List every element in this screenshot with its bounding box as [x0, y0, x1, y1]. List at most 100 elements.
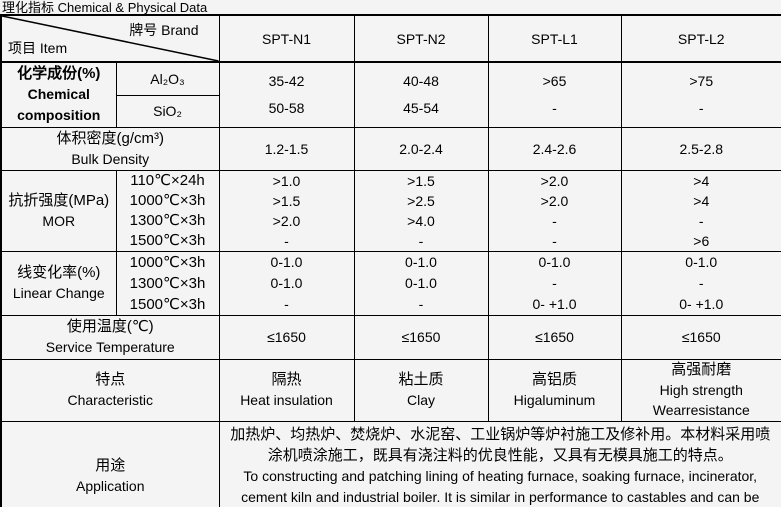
- linear-values-spt-n1: 0-1.0 0-1.0 -: [218, 250, 355, 316]
- mor-l1-1000: >2.0: [540, 192, 569, 209]
- bulk-density-spt-n1: 1.2-1.5: [218, 126, 355, 171]
- lin-l2-1000: 0-1.0: [685, 253, 718, 270]
- mor-label-en: MOR: [42, 212, 76, 229]
- al2o3-spt-n2: 40-48: [403, 72, 439, 89]
- application-text-cell: 加热炉、均热炉、焚烧炉、水泥窑、工业锅炉等炉衬施工及修补用。本材料采用喷涂机喷涂…: [218, 420, 781, 507]
- item-header-label: 项目 Item: [8, 40, 68, 56]
- sio2-spt-n2: 45-54: [403, 99, 439, 116]
- linear-change-label: 线变化率(%) Linear Change: [0, 250, 117, 316]
- subrow-sio2: SiO₂: [115, 94, 220, 128]
- mor-n1-110: >1.0: [272, 172, 301, 189]
- mor-row: 抗折强度(MPa) MOR 110℃×24h 1000℃×3h 1300℃×3h…: [0, 169, 781, 252]
- chemical-label-en-2: composition: [17, 107, 101, 124]
- lin-l2-1300: -: [698, 274, 704, 291]
- mor-l2-1500: >6: [693, 232, 710, 249]
- bulk-density-label-en: Bulk Density: [71, 150, 150, 167]
- service-temp-label-en: Service Temperature: [45, 339, 175, 355]
- characteristic-spt-n2: 粘土质 Clay: [353, 358, 489, 422]
- mor-label-zh: 抗折强度(MPa): [8, 191, 110, 209]
- bulk-density-row: 体积密度(g/cm³) Bulk Density 1.2-1.5 2.0-2.4…: [0, 126, 781, 171]
- mor-l1-110: >2.0: [540, 172, 569, 189]
- lin-cond-1300: 1300℃×3h: [129, 274, 206, 292]
- char-l1-zh: 高铝质: [531, 371, 577, 388]
- mor-values-spt-l2: >4 >4 - >6: [620, 169, 781, 252]
- characteristic-label: 特点 Characteristic: [0, 358, 220, 422]
- char-n2-zh: 粘土质: [398, 371, 444, 388]
- char-l2-zh: 高强耐磨: [671, 361, 732, 378]
- mor-n1-1000: >1.5: [272, 192, 301, 209]
- char-l2-en-1: High strength: [659, 382, 743, 398]
- lin-l1-1500: 0- +1.0: [532, 295, 577, 312]
- bulk-density-spt-l2: 2.5-2.8: [620, 126, 781, 171]
- linear-values-spt-l2: 0-1.0 - 0- +1.0: [620, 250, 781, 316]
- char-n1-zh: 隔热: [271, 371, 302, 388]
- lin-l2-1500: 0- +1.0: [679, 295, 724, 312]
- chemical-values-spt-l1: >65 -: [487, 61, 622, 128]
- mor-cond-1000: 1000℃×3h: [129, 191, 206, 209]
- diagonal-header-cell: 牌号 Brand 项目 Item: [0, 14, 220, 63]
- char-l1-en: Higaluminum: [513, 392, 596, 408]
- sio2-spt-l1: -: [552, 99, 557, 116]
- mor-values-spt-n2: >1.5 >2.5 >4.0 -: [353, 169, 489, 252]
- chemical-values-spt-n1: 35-42 50-58: [218, 61, 355, 128]
- chemical-row-sio2: SiO₂: [1, 94, 781, 128]
- service-temperature-row: 使用温度(℃) Service Temperature ≤1650 ≤1650 …: [0, 314, 781, 360]
- service-temp-spt-l2: ≤1650: [620, 314, 781, 360]
- mor-n1-1500: -: [284, 232, 289, 249]
- linear-change-row: 线变化率(%) Linear Change 1000℃×3h 1300℃×3h …: [0, 250, 781, 316]
- char-l2-en-2: Wearresistance: [652, 402, 750, 418]
- chemical-label-zh: 化学成份(%): [17, 65, 101, 83]
- bulk-density-label: 体积密度(g/cm³) Bulk Density: [0, 126, 220, 171]
- page-title: 理化指标 Chemical & Physical Data: [2, 0, 208, 15]
- mor-label: 抗折强度(MPa) MOR: [0, 169, 117, 252]
- mor-n2-1000: >2.5: [407, 192, 435, 209]
- characteristic-label-zh: 特点: [95, 371, 126, 388]
- subrow-al2o3: Al₂O₃: [115, 61, 220, 96]
- brand-column-spt-n1: SPT-N1: [218, 14, 355, 63]
- al2o3-spt-l2: >75: [689, 72, 714, 89]
- mor-cond-1500: 1500℃×3h: [129, 231, 206, 249]
- mor-l2-110: >4: [693, 172, 710, 189]
- chemical-values-spt-n2: 40-48 45-54: [353, 61, 489, 128]
- header-row: 牌号 Brand 项目 Item SPT-N1 SPT-N2 SPT-L1 SP…: [0, 14, 781, 63]
- lin-n2-1300: 0-1.0: [405, 274, 437, 291]
- mor-n2-110: >1.5: [407, 172, 435, 189]
- application-label: 用途 Application: [0, 420, 220, 507]
- sio2-spt-n1: 50-58: [268, 99, 305, 116]
- mor-l1-1300: -: [552, 212, 557, 229]
- application-text-en: To constructing and patching lining of h…: [241, 467, 760, 505]
- chemical-row-al2o3: 化学成份(%) Chemical composition Al₂O₃ 35-42…: [0, 61, 781, 128]
- characteristic-spt-l2: 高强耐磨 High strength Wearresistance: [620, 358, 781, 422]
- linear-label-en: Linear Change: [12, 285, 105, 301]
- al2o3-spt-n1: 35-42: [268, 72, 305, 89]
- service-temp-spt-n2: ≤1650: [353, 314, 489, 360]
- mor-l2-1300: -: [698, 212, 704, 229]
- sio2-spt-l2: -: [698, 99, 704, 116]
- mor-values-spt-l1: >2.0 >2.0 - -: [487, 169, 622, 252]
- mor-n1-1300: >2.0: [272, 212, 301, 229]
- linear-label-zh: 线变化率(%): [17, 264, 101, 281]
- application-label-zh: 用途: [95, 457, 126, 474]
- characteristic-label-en: Characteristic: [67, 392, 154, 408]
- lin-n1-1000: 0-1.0: [270, 253, 303, 270]
- service-temp-spt-l1: ≤1650: [487, 314, 622, 360]
- application-label-en: Application: [76, 478, 145, 494]
- spec-table: 牌号 Brand 项目 Item SPT-N1 SPT-N2 SPT-L1 SP…: [0, 14, 781, 507]
- brand-header-label: 牌号 Brand: [129, 22, 199, 38]
- brand-column-spt-n2: SPT-N2: [353, 14, 489, 63]
- chemical-label-en-1: Chemical: [27, 86, 90, 103]
- mor-values-spt-n1: >1.0 >1.5 >2.0 -: [218, 169, 355, 252]
- char-n2-en: Clay: [406, 392, 435, 408]
- application-row: 用途 Application 加热炉、均热炉、焚烧炉、水泥窑、工业锅炉等炉衬施工…: [0, 420, 781, 507]
- mor-n2-1500: -: [418, 232, 424, 249]
- lin-cond-1500: 1500℃×3h: [129, 295, 206, 313]
- lin-n1-1500: -: [284, 295, 289, 312]
- service-temp-spt-n1: ≤1650: [218, 314, 355, 360]
- characteristic-row: 特点 Characteristic 隔热 Heat insulation 粘土质…: [0, 358, 781, 422]
- service-temperature-label: 使用温度(℃) Service Temperature: [0, 314, 220, 360]
- al2o3-spt-l1: >65: [542, 72, 567, 89]
- mor-l1-1500: -: [552, 232, 557, 249]
- linear-values-spt-n2: 0-1.0 0-1.0 -: [353, 250, 489, 316]
- mor-cond-110: 110℃×24h: [130, 171, 205, 189]
- lin-cond-1000: 1000℃×3h: [129, 253, 206, 271]
